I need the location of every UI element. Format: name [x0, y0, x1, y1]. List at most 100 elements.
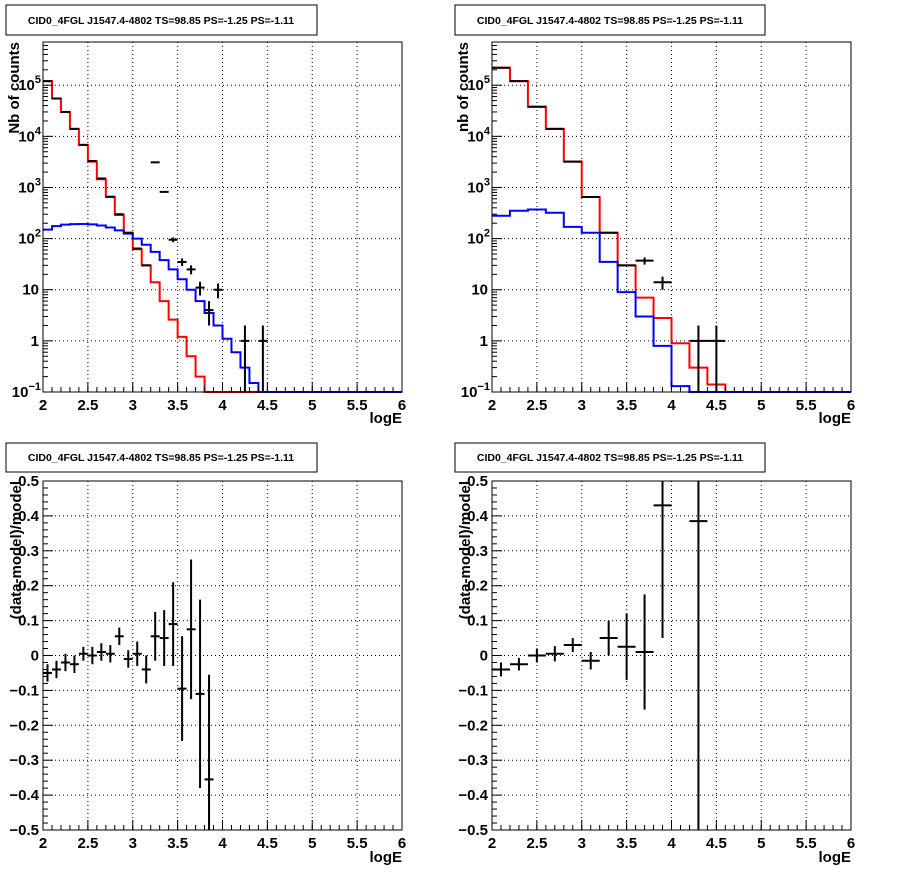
y-tick-label: 104 — [467, 125, 491, 145]
data-point — [689, 481, 708, 830]
x-tick-label: 5 — [757, 397, 765, 414]
data-point — [60, 653, 70, 672]
x-tick-label: 4 — [218, 397, 227, 414]
y-tick-label: 0.2 — [18, 578, 39, 595]
x-tick-label: 5 — [757, 835, 765, 852]
tick-labels: 2 2.5 3 3.5 4 4.5 5 5.5 6 10−1 1 10 102 103 104 105 — [12, 74, 406, 414]
x-tick-label: 4.5 — [257, 835, 278, 852]
x-tick-label: 3 — [578, 835, 586, 852]
y-tick-label: −0.5 — [9, 822, 39, 839]
y-tick-label: 103 — [18, 176, 41, 196]
x-tick-label: 5 — [308, 835, 316, 852]
chart-title: CID0_4FGL J1547.4-4802 TS=98.85 PS=-1.25… — [477, 15, 743, 27]
y-tick-label: 0.1 — [18, 613, 39, 630]
x-tick-label: 3 — [578, 397, 586, 414]
data-point — [78, 646, 88, 661]
x-tick-label: 2.5 — [526, 397, 547, 414]
data-point — [240, 325, 250, 392]
data-point — [159, 610, 169, 666]
x-tick-label: 4.5 — [706, 835, 727, 852]
x-tick-label: 4 — [218, 835, 227, 852]
data-point — [114, 627, 124, 646]
data-point — [509, 657, 528, 671]
y-tick-label: −0.1 — [458, 682, 488, 699]
x-axis-title: logE — [370, 849, 403, 866]
y-tick-label: −0.1 — [9, 682, 39, 699]
data-point — [635, 594, 654, 710]
x-tick-label: 3.5 — [167, 397, 188, 414]
data-point — [177, 258, 187, 267]
data-point — [581, 652, 600, 670]
y-tick-label: −0.4 — [458, 787, 488, 804]
x-tick-label: 3 — [129, 835, 137, 852]
data-point — [69, 655, 79, 673]
data-points — [492, 66, 726, 392]
data-point — [168, 237, 178, 243]
y-axis-title: (data-model)/model — [8, 481, 25, 619]
data-point — [653, 481, 672, 639]
data-point — [132, 641, 142, 666]
y-tick-label: 0.5 — [18, 473, 39, 490]
y-tick-label: −0.3 — [458, 752, 488, 769]
data-point — [599, 620, 618, 656]
y-tick-label: 102 — [467, 228, 490, 248]
y-tick-label: 0 — [31, 648, 39, 665]
x-tick-label: 2 — [39, 835, 47, 852]
y-tick-label: 0.3 — [467, 543, 488, 560]
y-tick-label: −0.3 — [9, 752, 39, 769]
data-point — [195, 281, 205, 296]
x-tick-label: 6 — [398, 397, 406, 414]
x-tick-label: 2 — [39, 397, 47, 414]
data-point — [617, 613, 636, 680]
y-tick-label: −0.4 — [9, 787, 39, 804]
x-axis-title: logE — [819, 410, 852, 427]
y-tick-label: 10−1 — [12, 381, 41, 401]
y-tick-label: 103 — [467, 176, 490, 196]
x-tick-label: 3.5 — [167, 835, 188, 852]
chart-title: CID0_4FGL J1547.4-4802 TS=98.85 PS=-1.25… — [28, 15, 294, 27]
x-tick-label: 2.5 — [77, 835, 98, 852]
data-point — [141, 655, 151, 684]
title-box — [454, 4, 766, 36]
x-tick-label: 4.5 — [706, 397, 727, 414]
data-point — [177, 636, 187, 742]
x-tick-label: 5 — [308, 397, 316, 414]
y-tick-label: 0.4 — [467, 508, 489, 525]
x-tick-label: 4 — [667, 397, 676, 414]
data-point — [51, 660, 61, 679]
x-axis-title: logE — [819, 849, 852, 866]
data-point — [195, 599, 205, 789]
data-point — [545, 646, 564, 662]
panel-bottom-right-residuals: CID0_4FGL J1547.4-4802 TS=98.85 PS=-1.25… — [454, 442, 855, 866]
y-tick-label: 0.1 — [467, 613, 488, 630]
y-tick-label: −0.2 — [9, 717, 39, 734]
axis-ticks — [491, 480, 852, 831]
x-tick-label: 2 — [488, 397, 496, 414]
data-point — [689, 325, 708, 392]
x-tick-label: 2 — [488, 835, 496, 852]
data-points — [492, 481, 708, 830]
y-tick-label: −0.5 — [458, 822, 488, 839]
data-point — [653, 276, 672, 290]
y-tick-label: 1 — [31, 333, 39, 350]
axis-ticks — [491, 44, 852, 393]
data-points — [43, 80, 268, 392]
x-tick-label: 5.5 — [347, 397, 368, 414]
tick-labels: 2 2.5 3 3.5 4 4.5 5 5.5 6 −0.5 −0.4 −0.3 −0.2 −0.1 0 0.… — [9, 473, 406, 852]
panel-bottom-left-residuals: CID0_4FGL J1547.4-4802 TS=98.85 PS=-1.25… — [5, 442, 406, 866]
y-tick-label: 0.4 — [18, 508, 40, 525]
data-point — [186, 265, 196, 275]
x-tick-label: 3.5 — [616, 397, 637, 414]
data-point — [527, 648, 546, 663]
y-tick-label: 10 — [22, 282, 39, 299]
y-axis-title: nb of counts — [455, 42, 472, 132]
chart-title: CID0_4FGL J1547.4-4802 TS=98.85 PS=-1.25… — [477, 452, 743, 464]
x-tick-label: 2.5 — [526, 835, 547, 852]
y-tick-label: −0.2 — [458, 717, 488, 734]
chart-title: CID0_4FGL J1547.4-4802 TS=98.85 PS=-1.25… — [28, 452, 294, 464]
data-point — [186, 559, 196, 700]
title-box — [5, 4, 318, 36]
title-box — [5, 442, 318, 473]
data-point — [707, 325, 726, 392]
